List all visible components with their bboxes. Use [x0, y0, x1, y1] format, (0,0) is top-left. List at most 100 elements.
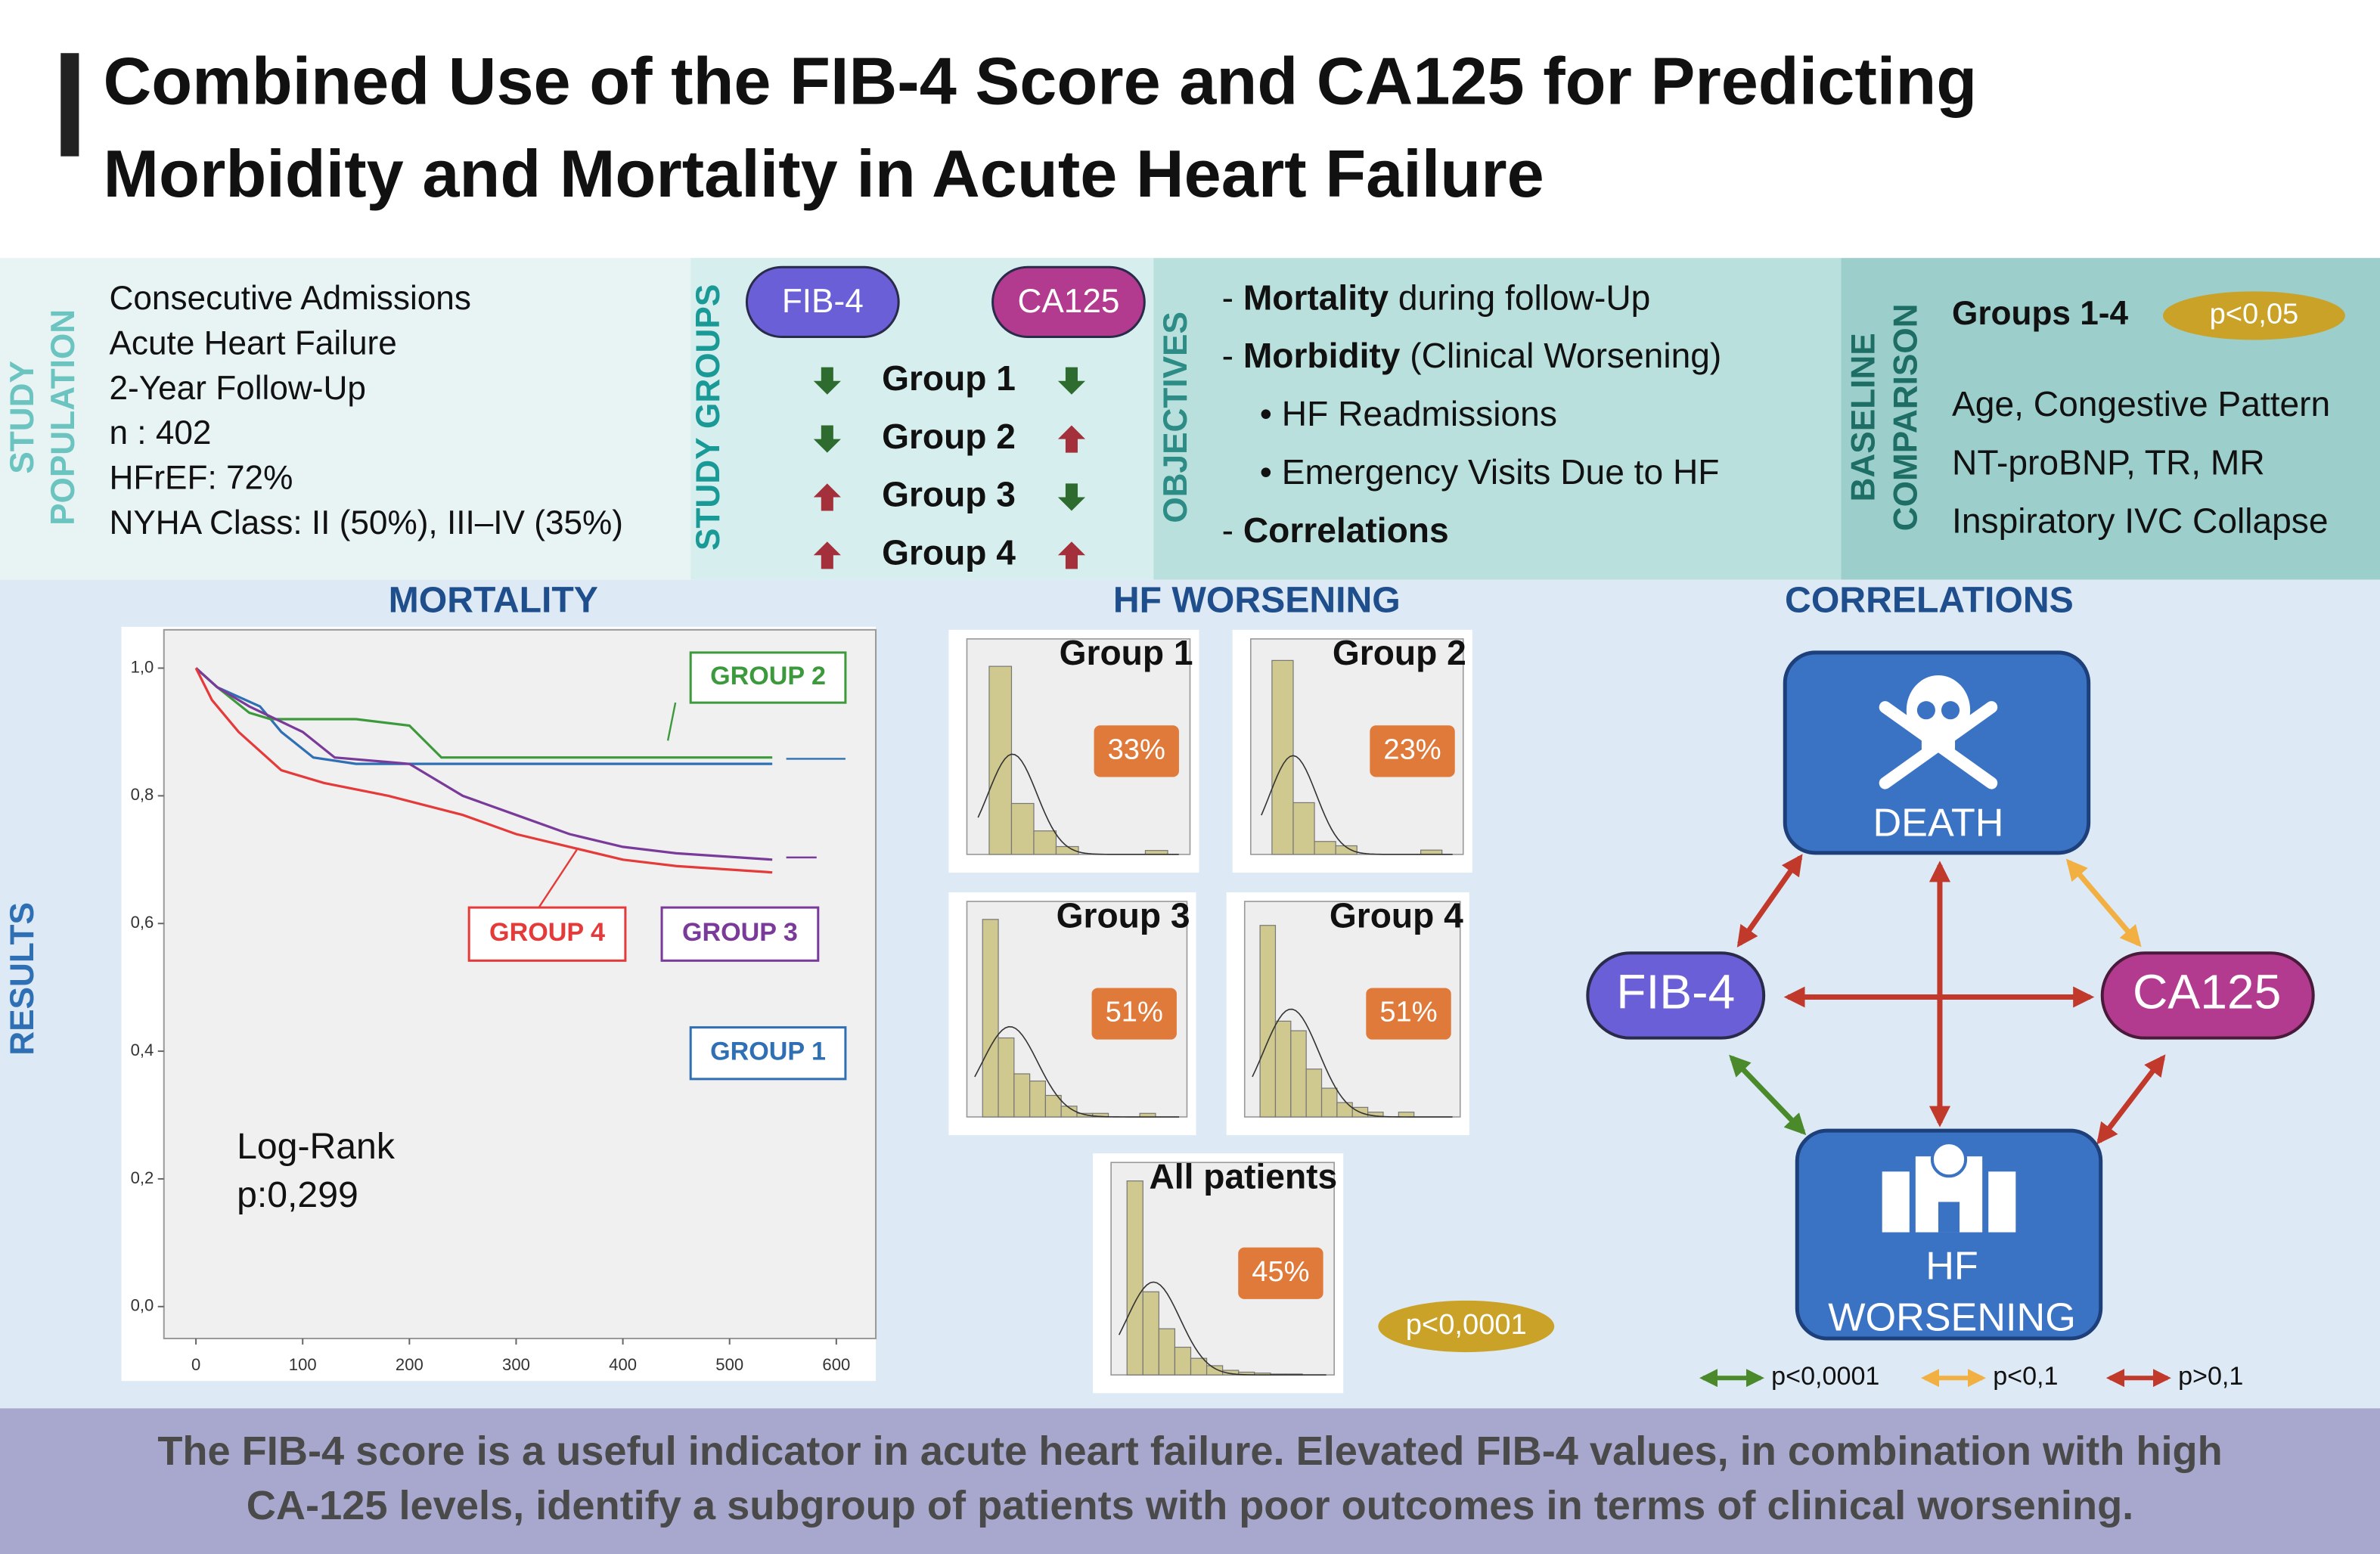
badge-label: 51%: [1379, 996, 1437, 1028]
objective-part: during follow-Up: [1389, 278, 1650, 318]
legend-box: [467, 906, 627, 962]
objective-part: -: [1222, 510, 1243, 550]
legend-box: [689, 1026, 847, 1081]
hist-bar: [1174, 1346, 1192, 1376]
population-item: NYHA Class: II (50%), III–IV (35%): [110, 504, 624, 541]
km-curve: [195, 667, 773, 861]
normal-curve: [974, 1025, 1180, 1118]
objective-part: Morbidity: [1243, 336, 1401, 375]
objective-item: - Correlations: [1222, 510, 1449, 550]
title: Combined Use of the FIB-4 Score and CA12…: [103, 44, 1977, 119]
x-tick-label: 200: [396, 1355, 424, 1374]
badge: [1094, 725, 1179, 777]
legend-label: p<0,0001: [1771, 1362, 1879, 1391]
badge-label: 23%: [1383, 733, 1441, 765]
badge-label: 45%: [1252, 1255, 1309, 1288]
icon: [1916, 701, 1935, 720]
objective-part: Correlations: [1243, 510, 1449, 550]
section-label: STUDY: [4, 361, 41, 474]
objective-item: - Morbidity (Clinical Worsening): [1222, 336, 1722, 375]
node-ca125: [2100, 951, 2315, 1040]
objective-part: • Emergency Visits Due to HF: [1260, 452, 1720, 492]
badge: [1091, 988, 1177, 1040]
arrow-up: [1057, 541, 1086, 569]
hist-title: Group 2: [1333, 633, 1466, 672]
icon: [1930, 1141, 1968, 1178]
node-label: DEATH: [1873, 802, 2003, 845]
hist-bar: [1320, 1087, 1338, 1118]
population-item: 2-Year Follow-Up: [110, 370, 366, 407]
conclusion: The FIB-4 score is a useful indicator in…: [157, 1428, 2222, 1474]
hist-bar: [1398, 1112, 1415, 1118]
hist-bar: [1290, 1030, 1307, 1118]
hist-bar: [1029, 1080, 1047, 1118]
legend-box: [689, 651, 847, 704]
marker-label: CA125: [1017, 283, 1119, 320]
hist-bar: [1259, 925, 1277, 1118]
hist-bar: [1336, 1102, 1353, 1118]
x-tick-label: 400: [609, 1355, 637, 1374]
icon: [1988, 1171, 2016, 1233]
hist-bar: [988, 665, 1013, 855]
objectives-bg: [1153, 258, 1842, 580]
footer-bg: [0, 1408, 2380, 1554]
hist-bar: [1010, 802, 1035, 855]
baseline-item: Age, Congestive Pattern: [1952, 384, 2330, 423]
badge-label: p<0,0001: [1406, 1308, 1527, 1341]
hist-bar: [1335, 845, 1358, 855]
population-item: HFrEF: 72%: [110, 460, 293, 497]
y-tick-label: 0,0: [131, 1296, 154, 1315]
population-item: Acute Heart Failure: [110, 324, 397, 361]
objective-part: (Clinical Worsening): [1400, 336, 1721, 375]
conclusion: CA-125 levels, identify a subgroup of pa…: [247, 1483, 2133, 1528]
section-label: STUDY GROUPS: [690, 284, 727, 551]
correlation-edge: [1729, 1054, 1807, 1136]
hist-title: All patients: [1149, 1157, 1337, 1196]
baseline-heading: Groups 1-4: [1952, 295, 2128, 332]
node-label: FIB-4: [1616, 964, 1735, 1019]
leader: [666, 702, 677, 741]
title-bar: [61, 53, 79, 157]
title: Morbidity and Mortality in Acute Heart F…: [103, 136, 1544, 211]
x-tick-label: 600: [822, 1355, 850, 1374]
arrow-down: [1057, 367, 1086, 395]
objective-item: - Mortality during follow-Up: [1222, 278, 1651, 318]
y-tick-label: 0,4: [131, 1041, 154, 1059]
section-label: RESULTS: [4, 902, 41, 1056]
hist-bar: [1013, 1073, 1031, 1118]
node-label: WORSENING: [1828, 1296, 2076, 1340]
group-label: Group 1: [882, 358, 1016, 398]
normal-curve: [1261, 755, 1453, 855]
chart-title: MORTALITY: [389, 579, 598, 620]
population-item: n : 402: [110, 414, 212, 451]
y-tick-label: 0,2: [131, 1168, 154, 1187]
chart-title: HF WORSENING: [1113, 579, 1401, 620]
badge: [1378, 1300, 1555, 1353]
group-label: Group 3: [882, 475, 1016, 514]
hist-bar: [1274, 1020, 1292, 1118]
badge-label: 51%: [1106, 996, 1163, 1028]
normal-curve: [1252, 1008, 1453, 1118]
node-fib4: [1586, 951, 1766, 1040]
node-label: CA125: [2133, 964, 2281, 1019]
node-label: HF: [1925, 1244, 1978, 1288]
km-curve: [195, 667, 773, 759]
legend-label: GROUP 1: [710, 1038, 826, 1066]
objective-part: -: [1222, 278, 1243, 318]
marker-pill: [745, 265, 900, 339]
hist-title: Group 4: [1330, 895, 1463, 935]
legend-label: p>0,1: [2178, 1362, 2243, 1391]
arrow-down: [1057, 483, 1086, 511]
legend-label: GROUP 2: [710, 662, 826, 690]
y-tick-label: 0,8: [131, 785, 154, 804]
hist-bar: [1292, 802, 1315, 855]
objective-part: -: [1222, 336, 1243, 375]
section-label: POPULATION: [45, 309, 82, 526]
x-tick-label: 100: [289, 1355, 317, 1374]
badge-label: p<0,05: [2210, 298, 2299, 330]
hist-bar: [1033, 830, 1057, 855]
hist-bar: [998, 1037, 1015, 1118]
objective-part: Mortality: [1243, 278, 1389, 318]
leader: [538, 849, 578, 908]
